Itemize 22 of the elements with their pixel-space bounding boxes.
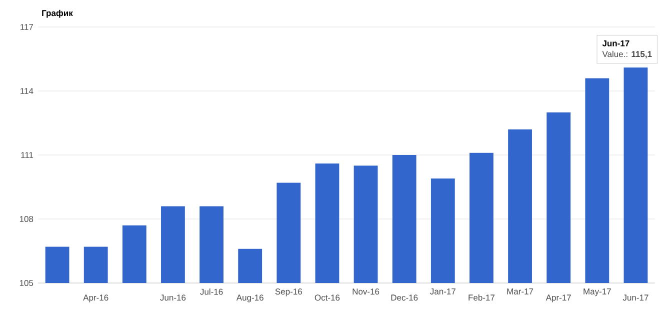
x-tick-label: Dec-16 xyxy=(391,294,418,301)
annotation: Jun-17 xyxy=(602,40,630,46)
x-tick-label: Mar-17 xyxy=(507,288,534,294)
x-tick-label: Apr-17 xyxy=(546,294,571,302)
x-tick-label: Jan-17 xyxy=(430,288,456,294)
x-tick-label: Aug-16 xyxy=(236,294,264,302)
x-tick-label: May-17 xyxy=(584,288,611,296)
y-tick-label: 108 xyxy=(20,216,34,222)
x-tick-label: Jun-16 xyxy=(160,294,186,301)
y-tick-label: 117 xyxy=(20,24,34,30)
x-tick-label: Oct-16 xyxy=(314,294,340,301)
y-tick-label: 105 xyxy=(20,280,34,286)
y-tick-label: 114 xyxy=(20,88,34,94)
x-tick-label: Jun-17 xyxy=(622,294,648,301)
y-tick-label: 111 xyxy=(21,152,34,158)
annotation: Value.: 115,1 xyxy=(602,50,652,58)
x-tick-label: Nov-16 xyxy=(352,288,380,295)
x-tick-label: Feb-17 xyxy=(468,294,495,301)
x-tick-label: Sep-16 xyxy=(275,288,302,296)
chart-title: График xyxy=(42,10,73,18)
x-tick-label: Apr-16 xyxy=(83,294,108,302)
x-tick-label: Jul-16 xyxy=(200,288,223,295)
